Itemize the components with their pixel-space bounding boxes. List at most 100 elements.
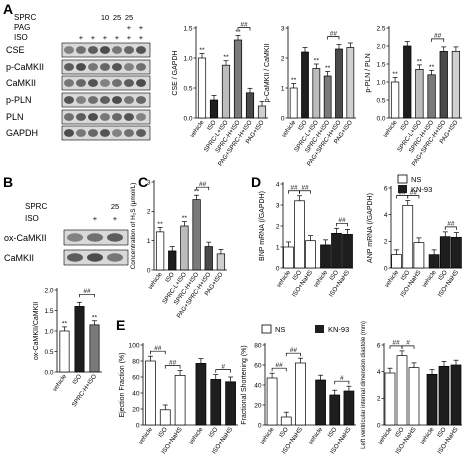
blot-a-band-p-pln-lane-4 bbox=[100, 96, 110, 104]
chart-ppln-bar-iso bbox=[403, 45, 412, 119]
chart-h2s-y-tick-label-0: 0 bbox=[147, 267, 151, 274]
blot-a-band-camkii-lane-6 bbox=[124, 79, 134, 87]
chart-anp-sig-label-2: ## bbox=[447, 221, 455, 228]
chart-ppln-bar-vehicle bbox=[390, 81, 400, 119]
chart-ppln-bar-sprc-h-iso bbox=[427, 74, 436, 119]
chart-fractional-shortening: 0 20 40 60 80 Fractional Shortening (%) vehicl… bbox=[241, 342, 356, 455]
panel-letter-d: D bbox=[251, 174, 261, 190]
chart-h2s-sig-mark-sprc-l-iso: ** bbox=[182, 215, 188, 222]
chart-h2s-x-tick-label-iso: ISO bbox=[164, 271, 176, 284]
chart-lvid-sig-bracket-1 bbox=[401, 345, 415, 349]
blot-b-row-label-sprc: SPRC bbox=[25, 202, 47, 211]
blot-a-mark-iso-lane-3: + bbox=[91, 33, 96, 42]
chart-fs-y-axis-label: Fractional Shortening (%) bbox=[241, 345, 248, 424]
chart-fs-bar-kn-93-iso-nahs bbox=[343, 390, 355, 426]
blot-a-band-p-pln-lane-2 bbox=[76, 96, 86, 104]
chart-cse-y-tick-label-2: 1.0 bbox=[183, 55, 192, 62]
chart-anp-sig-bracket-1 bbox=[407, 195, 420, 199]
panel-letter-e: E bbox=[116, 317, 125, 333]
chart-h2s-bar-sprc-l-iso bbox=[180, 225, 189, 271]
chart-bnp-y-tick-label-4: 4 bbox=[276, 181, 280, 188]
chart-anp-bar-kn-93-iso bbox=[439, 236, 451, 269]
blot-a-band-camkii-lane-4 bbox=[100, 79, 110, 87]
blot-a-band-cse-lane-3 bbox=[88, 46, 98, 54]
chart-ox-y-tick-label-0: 0.0 bbox=[44, 369, 53, 376]
blot-a-band-label-gapdh: GAPDH bbox=[6, 128, 38, 138]
blot-a-band-gapdh-lane-5 bbox=[112, 129, 122, 137]
chart-anp-bar-ns-vehicle bbox=[391, 254, 402, 269]
chart-fs-y-tick-label-4: 80 bbox=[254, 342, 262, 349]
blot-b-mark-iso-lane-2: + bbox=[93, 214, 98, 223]
chart-fs-x-tick-label-ns-iso: ISO bbox=[278, 426, 290, 439]
chart-pcamkii-sig-mark-vehicle: ** bbox=[291, 77, 297, 84]
chart-ppln-y-tick-label-4: 2.0 bbox=[376, 43, 385, 50]
blot-a-mark-iso-lane-2: + bbox=[79, 33, 84, 42]
chart-h2s-y-tick-label-1: 1 bbox=[147, 238, 151, 245]
chart-h2s-y-tick-label-2: 2 bbox=[147, 209, 151, 216]
legend-d: NS KN-93 bbox=[397, 174, 432, 194]
chart-lvid-y-tick-label-2: 4 bbox=[377, 369, 381, 376]
legend-d-swatch-kn93 bbox=[398, 185, 407, 193]
chart-ox-sig-mark-sprc-h-iso: ** bbox=[92, 314, 98, 321]
chart-bnp-bar-kn-93-iso-nahs bbox=[342, 234, 353, 269]
blot-a-band-cse-lane-7 bbox=[136, 46, 146, 54]
chart-ef-bar-ns-iso-nahs bbox=[174, 375, 186, 426]
blot-a-row-label-iso: ISO bbox=[14, 33, 28, 42]
chart-ox-sig-mark-vehicle: ** bbox=[62, 320, 68, 327]
blot-a-mark-pag-lane-7: + bbox=[139, 23, 144, 32]
chart-ppln-sig-mark-sprc-l-iso: ** bbox=[417, 58, 423, 65]
blot-a-mark-sprc-lane-6: 25 bbox=[125, 13, 133, 22]
chart-fs-sig-bracket-2 bbox=[334, 380, 350, 385]
chart-h2s-bar-vehicle bbox=[155, 231, 165, 271]
chart-ppln-y-tick-label-3: 1.5 bbox=[376, 61, 385, 68]
chart-pcamkii-bar-pag-sprc-h-iso bbox=[335, 48, 343, 119]
chart-fs-sig-label-2: # bbox=[340, 375, 344, 382]
blot-a-band-p-camkii-lane-7 bbox=[136, 63, 146, 71]
chart-ox-sig-label: ## bbox=[83, 288, 91, 295]
blot-a-band-p-camkii-lane-1 bbox=[64, 63, 74, 71]
blot-a-band-pln-lane-5 bbox=[112, 113, 122, 121]
chart-h2s-sig-mark-vehicle: ** bbox=[157, 221, 163, 228]
chart-ox-bar-sprc-h-iso bbox=[89, 324, 100, 373]
chart-ef-bar-ns-vehicle bbox=[145, 360, 156, 426]
chart-anp-sig-label-1: ## bbox=[410, 189, 418, 196]
blot-a-band-p-pln-lane-6 bbox=[124, 96, 134, 104]
chart-ppln-y-tick-label-1: 0.5 bbox=[376, 97, 385, 104]
chart-fs-x-tick-label-ns-vehicle: vehicle bbox=[259, 426, 276, 446]
chart-ef-x-tick-label-ns-iso: ISO bbox=[157, 426, 169, 439]
chart-anp-y-axis-label: ANP mRNA (/GAPDH) bbox=[367, 193, 374, 263]
chart-cse-x-tick-label-iso: ISO bbox=[206, 119, 218, 132]
blot-b-band-ox-camkii-lane-2 bbox=[87, 233, 103, 242]
blot-a-band-cse-lane-1 bbox=[64, 46, 74, 54]
blot-a-row-label-pag: PAG bbox=[14, 23, 30, 32]
chart-fs-x-tick-label-kn-93-vehicle: vehicle bbox=[307, 426, 324, 446]
blot-b-mark-sprc-lane-3: 25 bbox=[111, 202, 119, 211]
chart-ef-y-tick-label-0: 0 bbox=[136, 422, 140, 429]
blot-a-band-p-camkii-lane-3 bbox=[88, 63, 98, 71]
blot-a-band-camkii-lane-3 bbox=[88, 79, 98, 87]
chart-p-pln-pln: 0.00.51.01.52.02.5p-PLN / PLN **vehicle IS… bbox=[365, 25, 462, 168]
legend-d-label-ns: NS bbox=[411, 175, 421, 184]
chart-lvid-y-tick-label-0: 0 bbox=[377, 422, 381, 429]
chart-lvid-y-tick-label-1: 2 bbox=[377, 396, 381, 403]
chart-cse-sig-label: ## bbox=[240, 21, 248, 28]
chart-anp-y-tick-label-0: 0 bbox=[384, 265, 388, 272]
blot-a-band-p-pln-lane-3 bbox=[88, 96, 98, 104]
chart-bnp-x-tick-label-kn-93-iso: ISO bbox=[328, 269, 340, 282]
chart-ef-bar-kn-93-vehicle bbox=[195, 363, 207, 426]
chart-cse-bar-vehicle bbox=[197, 57, 207, 119]
chart-h2s-sig-label: ## bbox=[199, 181, 207, 188]
chart-anp-x-tick-label-ns-iso: ISO bbox=[400, 269, 412, 282]
chart-bnp-x-tick-label-kn-93-vehicle: vehicle bbox=[312, 269, 329, 289]
blot-b-band-camkii-lane-1 bbox=[67, 253, 83, 262]
blot-a-mark-iso-lane-6: + bbox=[127, 33, 132, 42]
chart-pcamkii-sig-mark-sprc-l-iso: ** bbox=[314, 58, 320, 65]
blot-a-row-label-sprc: SPRC bbox=[14, 13, 36, 22]
blot-a-band-pln-lane-4 bbox=[100, 113, 110, 121]
legend-e-swatch-ns bbox=[261, 324, 272, 334]
chart-h2s-sig-mark-sprc-h-iso: ** bbox=[194, 189, 200, 196]
chart-pcamkii-bar-pag-iso bbox=[346, 47, 355, 119]
chart-bnp-bar-ns-iso-nahs bbox=[305, 240, 316, 269]
chart-ef-y-tick-label-2: 40 bbox=[132, 390, 140, 397]
blot-a-band-label-p-pln: p-PLN bbox=[6, 95, 32, 105]
